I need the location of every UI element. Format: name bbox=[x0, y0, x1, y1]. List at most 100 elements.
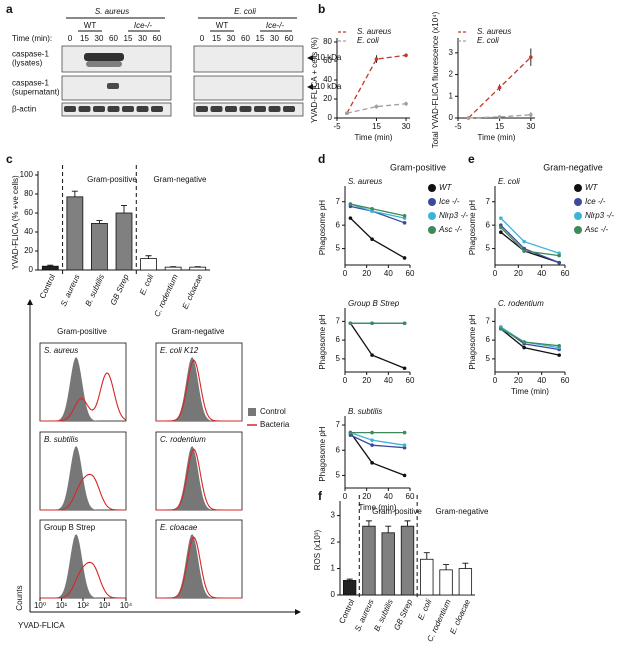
flow-title: C. rodentium bbox=[160, 435, 206, 444]
point bbox=[522, 239, 526, 244]
point bbox=[370, 443, 374, 447]
flow-heading: Gram-positive bbox=[57, 327, 107, 336]
band bbox=[136, 106, 149, 112]
legend-marker bbox=[574, 184, 582, 192]
band bbox=[122, 106, 134, 112]
y-tick-label: 2 bbox=[449, 70, 454, 79]
point bbox=[348, 321, 353, 326]
point bbox=[370, 461, 374, 465]
control-histogram bbox=[156, 534, 242, 598]
bar bbox=[115, 212, 133, 271]
time-value: 30 bbox=[138, 34, 147, 43]
point bbox=[374, 104, 379, 109]
x-tick-label: 20 bbox=[362, 269, 371, 278]
x-tick-label: GB Strep bbox=[392, 597, 414, 631]
control-histogram bbox=[156, 446, 242, 510]
bar bbox=[362, 525, 376, 596]
point bbox=[370, 321, 374, 326]
y-tick-label: 5 bbox=[486, 244, 491, 253]
x-tick-label: 0 bbox=[343, 269, 348, 278]
bacteria-histogram bbox=[156, 536, 242, 599]
time-value: 30 bbox=[95, 34, 104, 43]
x-axis-label: Time (min) bbox=[478, 133, 516, 142]
point bbox=[374, 57, 379, 61]
bacteria-histogram bbox=[40, 561, 127, 599]
x-tick-label: 0 bbox=[493, 376, 498, 385]
x-tick-label: 40 bbox=[384, 492, 393, 501]
bar bbox=[439, 569, 453, 596]
point bbox=[529, 55, 533, 59]
legend-marker bbox=[428, 198, 436, 206]
bar bbox=[381, 532, 395, 596]
y-axis-label: Phagosome pH bbox=[318, 314, 327, 369]
point bbox=[522, 249, 526, 253]
x-axis-label: Time (min) bbox=[355, 133, 393, 142]
panel-label: d bbox=[318, 152, 325, 166]
bar bbox=[400, 525, 415, 596]
legend-label: E. coli bbox=[477, 36, 499, 45]
x-tick-label: 20 bbox=[514, 269, 523, 278]
error-bar bbox=[96, 220, 103, 224]
series-line bbox=[350, 203, 405, 217]
marker-label: 10 kDa bbox=[316, 82, 342, 91]
error-bar bbox=[71, 190, 78, 197]
x-tick-label: 30 bbox=[402, 122, 411, 131]
x-tick-label: 10⁰ bbox=[34, 601, 46, 610]
point bbox=[499, 225, 503, 230]
species-label: E. coli bbox=[234, 7, 256, 16]
point bbox=[557, 343, 561, 348]
point bbox=[499, 216, 503, 220]
x-tick-label: 15 bbox=[495, 122, 504, 131]
x-tick-label: 0 bbox=[343, 492, 348, 501]
point bbox=[499, 327, 503, 331]
band bbox=[64, 106, 76, 112]
annotation: Gram-positive bbox=[372, 507, 422, 516]
y-tick-label: 40 bbox=[323, 75, 332, 84]
legend-marker bbox=[428, 226, 436, 234]
point bbox=[402, 213, 407, 218]
band bbox=[225, 106, 237, 112]
heading: Gram-positive bbox=[390, 162, 446, 172]
point bbox=[348, 433, 353, 437]
bacteria-histogram bbox=[40, 372, 127, 422]
y-tick-label: 5 bbox=[486, 354, 491, 363]
genotype-label: Ice-/- bbox=[266, 21, 285, 30]
legend-swatch bbox=[248, 408, 256, 416]
point bbox=[529, 112, 533, 117]
x-axis-label: Time (min) bbox=[511, 387, 549, 396]
y-tick-label: 0 bbox=[328, 113, 333, 122]
bar bbox=[458, 568, 473, 596]
bar bbox=[420, 558, 434, 596]
point bbox=[348, 430, 353, 435]
band bbox=[86, 61, 122, 67]
point bbox=[557, 260, 561, 265]
y-axis-label: YVAD-FLICA (% +ve cells) bbox=[11, 175, 20, 270]
x-tick-label: 20 bbox=[362, 492, 371, 501]
x-tick-label: 60 bbox=[561, 376, 570, 385]
flow-title: S. aureus bbox=[44, 346, 78, 355]
y-tick-label: 100 bbox=[20, 170, 34, 179]
annotation: Gram-negative bbox=[154, 175, 207, 184]
species-label: S. aureus bbox=[95, 7, 129, 16]
marker-label: 10 kDa bbox=[316, 53, 342, 62]
genotype-label: WT bbox=[216, 21, 229, 30]
time-value: 0 bbox=[200, 34, 205, 43]
point bbox=[370, 237, 374, 242]
x-tick-label: E. coli bbox=[416, 598, 433, 622]
error-bar bbox=[121, 204, 127, 213]
x-tick-label: 60 bbox=[406, 376, 415, 385]
panel-label: a bbox=[6, 2, 13, 16]
y-tick-label: 2 bbox=[331, 537, 336, 546]
x-tick-label: 40 bbox=[537, 269, 546, 278]
blot-box bbox=[193, 45, 304, 73]
annotation: Gram-positive bbox=[87, 175, 137, 184]
point bbox=[402, 473, 407, 478]
legend-marker bbox=[574, 198, 582, 206]
flow-title: E. cloacae bbox=[160, 523, 198, 532]
genotype-label: Ice-/- bbox=[134, 21, 153, 30]
time-value: 30 bbox=[270, 34, 279, 43]
error-bar bbox=[145, 255, 152, 259]
point bbox=[522, 345, 526, 350]
control-histogram bbox=[40, 357, 126, 421]
error-bar bbox=[385, 525, 392, 533]
